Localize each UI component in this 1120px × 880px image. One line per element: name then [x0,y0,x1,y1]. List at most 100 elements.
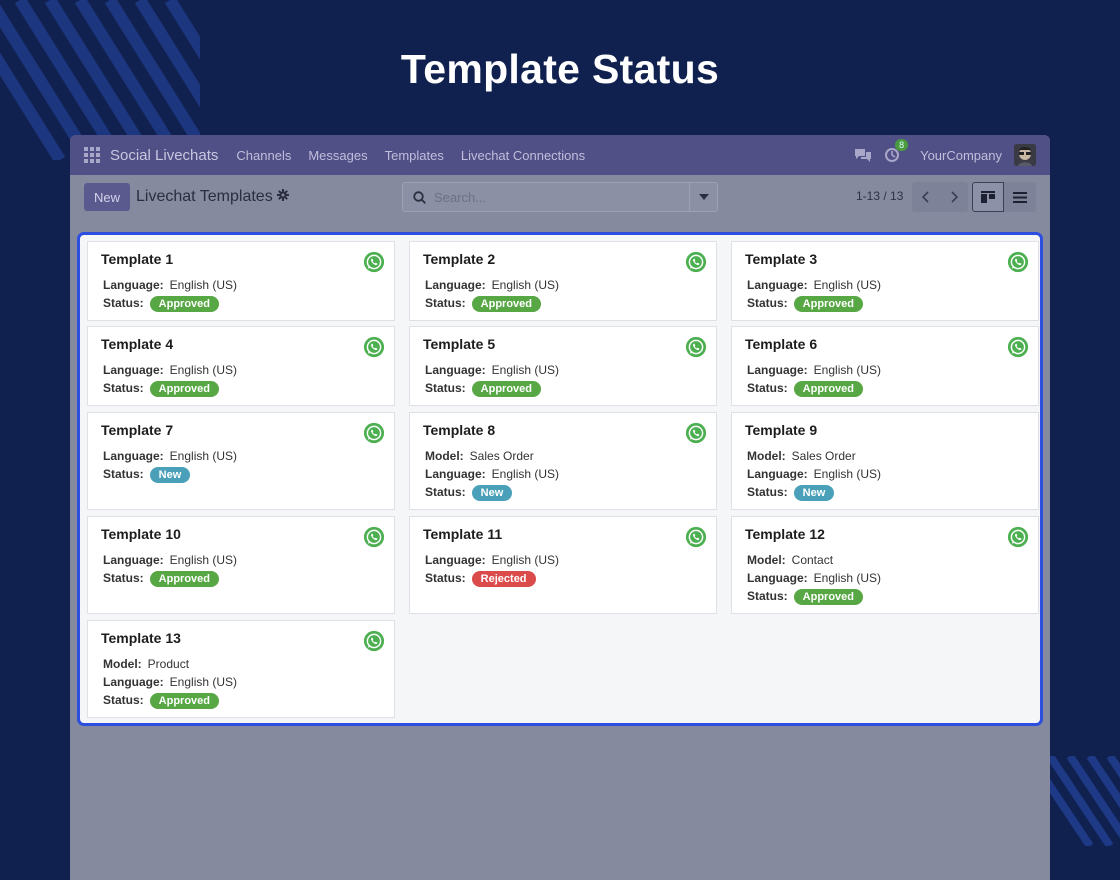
template-language: English (US) [813,571,882,585]
template-status-row: Status: Approved [101,691,381,709]
template-card[interactable]: Template 8 Model: Sales Order Language: Engl… [409,412,717,510]
nav-item-channels[interactable]: Channels [236,147,292,163]
decorative-stripes-bottom-right [1050,756,1120,846]
whatsapp-icon [685,422,707,444]
template-card[interactable]: Template 10 Language: English (US) Status: A… [87,516,395,614]
page-hero-title: Template Status [400,46,720,92]
template-status-row: Status: Approved [745,587,1025,605]
view-title: Livechat Templates [136,188,273,205]
template-language: English (US) [169,553,238,567]
template-language-row: Language: English (US) [101,447,381,465]
language-label: Language: [103,363,164,377]
apps-grid-icon[interactable] [84,147,100,163]
pager-previous-button[interactable] [912,182,940,212]
status-label: Status: [103,296,144,310]
template-name: Template 10 [101,526,181,542]
template-language: English (US) [491,467,560,481]
template-card[interactable]: Template 11 Language: English (US) Status: R… [409,516,717,614]
status-label: Status: [425,485,466,499]
template-card[interactable]: Template 7 Language: English (US) Status: Ne… [87,412,395,510]
template-language-row: Language: English (US) [423,551,703,569]
status-label: Status: [103,467,144,481]
chat-bubbles-icon[interactable] [854,147,872,163]
status-label: Status: [747,589,788,603]
status-badge: New [793,485,835,501]
search-input[interactable]: Search... [402,182,718,212]
breadcrumb: Livechat Templates [136,188,289,206]
template-status-row: Status: New [101,465,381,483]
template-language: English (US) [813,278,882,292]
pager-value[interactable]: 1-13 / 13 [856,189,904,203]
activity-clock-icon[interactable]: 8 [884,139,909,163]
gear-icon[interactable] [276,188,289,206]
company-switcher[interactable]: YourCompany [920,147,1002,163]
template-card[interactable]: Template 3 Language: English (US) Status: Ap… [731,241,1039,321]
template-card[interactable]: Template 12 Model: Contact Language: English… [731,516,1039,614]
kanban-board: Template 1 Language: English (US) Status: Ap… [77,232,1043,726]
template-language-row: Language: English (US) [423,465,703,483]
template-model: Sales Order [791,449,856,463]
template-language: English (US) [813,467,882,481]
template-name: Template 8 [423,422,496,438]
template-language: English (US) [491,278,560,292]
status-badge: Approved [471,296,542,312]
status-badge: Approved [793,296,864,312]
template-card[interactable]: Template 5 Language: English (US) Status: Ap… [409,326,717,406]
status-badge: Approved [149,693,220,709]
template-status-row: Status: Approved [745,379,1025,397]
app-window: Social Livechats Channels Messages Templ… [70,135,1050,880]
template-language: English (US) [169,278,238,292]
template-language-row: Language: English (US) [745,361,1025,379]
language-label: Language: [103,449,164,463]
status-label: Status: [103,571,144,585]
template-language-row: Language: English (US) [101,276,381,294]
whatsapp-icon [363,251,385,273]
template-card[interactable]: Template 13 Model: Product Language: English… [87,620,395,718]
status-badge: Approved [149,381,220,397]
model-label: Model: [747,449,786,463]
navbar-right: 8 YourCompany [854,139,1036,166]
template-name: Template 13 [101,630,181,646]
template-language: English (US) [169,363,238,377]
decorative-stripes-top-left [0,0,200,160]
template-language-row: Language: English (US) [423,276,703,294]
top-navbar: Social Livechats Channels Messages Templ… [70,135,1050,175]
template-name: Template 12 [745,526,825,542]
status-label: Status: [103,693,144,707]
language-label: Language: [103,675,164,689]
whatsapp-icon [363,422,385,444]
user-avatar[interactable] [1014,144,1036,166]
template-card[interactable]: Template 6 Language: English (US) Status: Ap… [731,326,1039,406]
template-card[interactable]: Template 1 Language: English (US) Status: Ap… [87,241,395,321]
nav-item-livechat-connections[interactable]: Livechat Connections [460,147,586,163]
nav-item-messages[interactable]: Messages [308,147,368,163]
model-label: Model: [425,449,464,463]
status-badge: Rejected [471,571,536,587]
chevron-right-icon [951,191,958,203]
pager-next-button[interactable] [940,182,968,212]
nav-item-templates[interactable]: Templates [384,147,444,163]
template-card[interactable]: Template 2 Language: English (US) Status: Ap… [409,241,717,321]
chevron-left-icon [922,191,929,203]
template-name: Template 6 [745,336,818,352]
whatsapp-icon [1007,251,1029,273]
search-options-toggle[interactable] [689,183,717,211]
template-status-row: Status: Approved [423,294,703,312]
search-placeholder: Search... [434,189,487,205]
kanban-view-button[interactable] [972,182,1004,212]
status-label: Status: [103,381,144,395]
status-label: Status: [747,485,788,499]
template-status-row: Status: Approved [101,294,381,312]
template-card[interactable]: Template 4 Language: English (US) Status: Ap… [87,326,395,406]
list-view-button[interactable] [1004,182,1036,212]
status-label: Status: [747,296,788,310]
language-label: Language: [425,363,486,377]
status-label: Status: [425,381,466,395]
template-name: Template 9 [745,422,818,438]
app-brand[interactable]: Social Livechats [110,146,219,164]
whatsapp-icon [685,336,707,358]
whatsapp-icon [363,630,385,652]
template-status-row: Status: Approved [423,379,703,397]
new-button[interactable]: New [84,183,131,211]
template-card[interactable]: Template 9 Model: Sales Order Language: Engl… [731,412,1039,510]
